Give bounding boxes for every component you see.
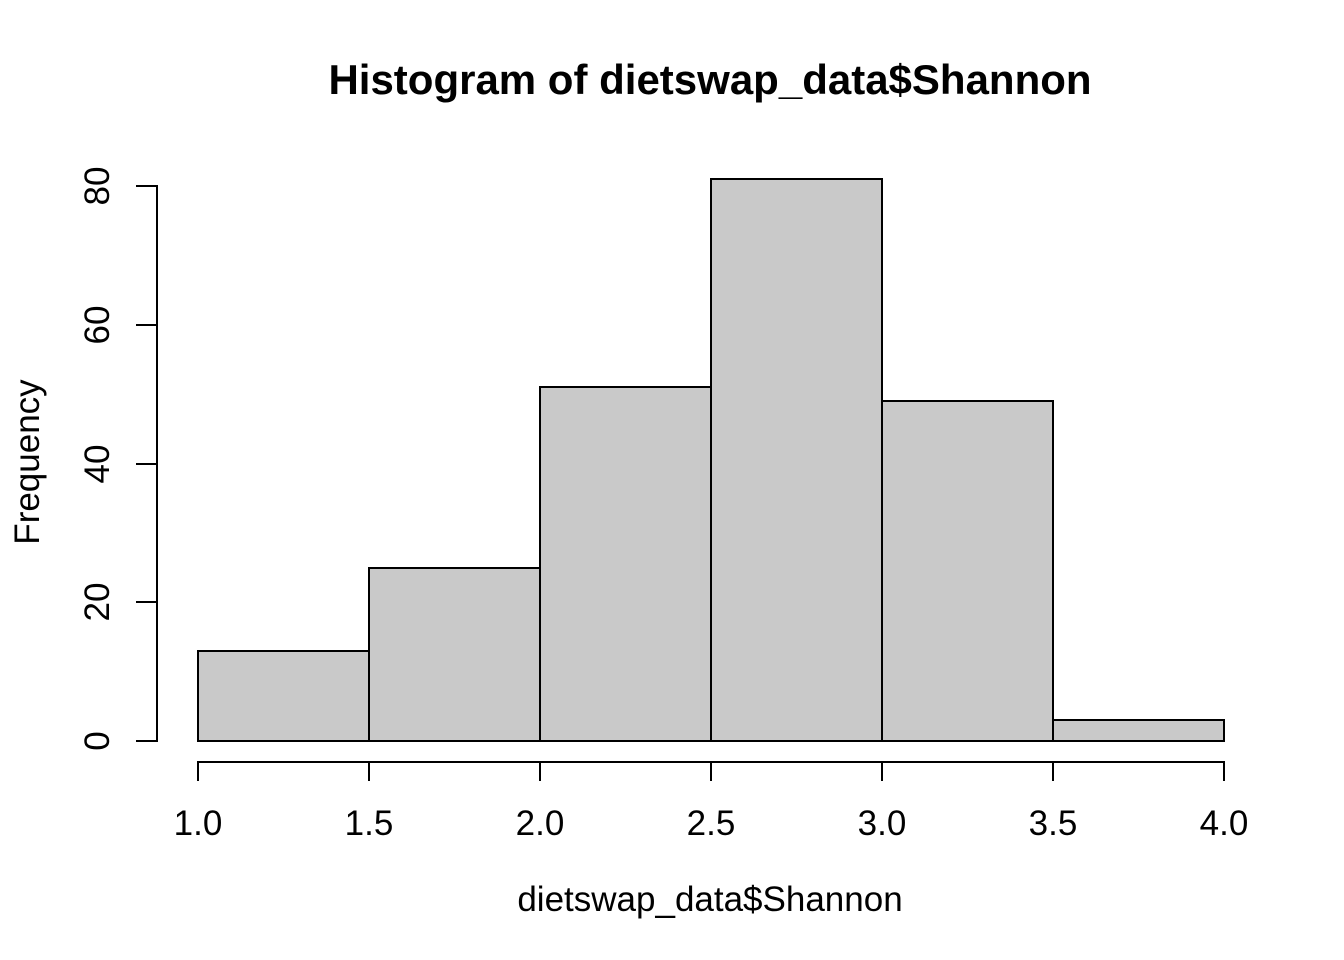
y-axis-tick [136,740,156,742]
y-axis-title: Frequency [8,379,47,545]
y-tick-label: 40 [78,444,117,483]
x-axis-tick [539,761,541,781]
x-tick-label: 3.0 [857,804,907,843]
histogram-bar [881,400,1054,742]
x-axis-tick [881,761,883,781]
y-axis-tick [136,462,156,465]
histogram-bar [539,386,712,742]
x-tick-label: 1.5 [344,804,394,843]
x-axis-tick [197,761,199,781]
histogram-bar [197,649,370,742]
y-axis-tick [136,601,156,604]
y-tick-label: 20 [78,582,117,622]
x-axis-tick [1223,761,1225,781]
x-tick-label: 4.0 [1199,804,1249,843]
y-tick-label: 60 [78,305,117,345]
x-tick-label: 3.5 [1028,804,1078,843]
histogram-bar [1052,719,1225,742]
x-tick-label: 2.5 [686,804,736,843]
y-tick-label: 0 [78,731,117,751]
y-axis-line [156,185,158,742]
x-axis-tick [368,761,370,781]
histogram-bar [710,178,883,742]
y-axis-tick [136,185,156,187]
histogram-bar [368,566,541,742]
y-tick-label: 80 [78,166,117,206]
x-tick-label: 2.0 [515,804,565,843]
chart-title: Histogram of dietswap_data$Shannon [328,56,1092,103]
y-axis-tick [136,323,156,326]
x-axis-tick [710,761,712,781]
x-axis-tick [1052,761,1054,781]
x-tick-label: 1.0 [173,804,223,843]
x-axis-title: dietswap_data$Shannon [517,880,903,919]
